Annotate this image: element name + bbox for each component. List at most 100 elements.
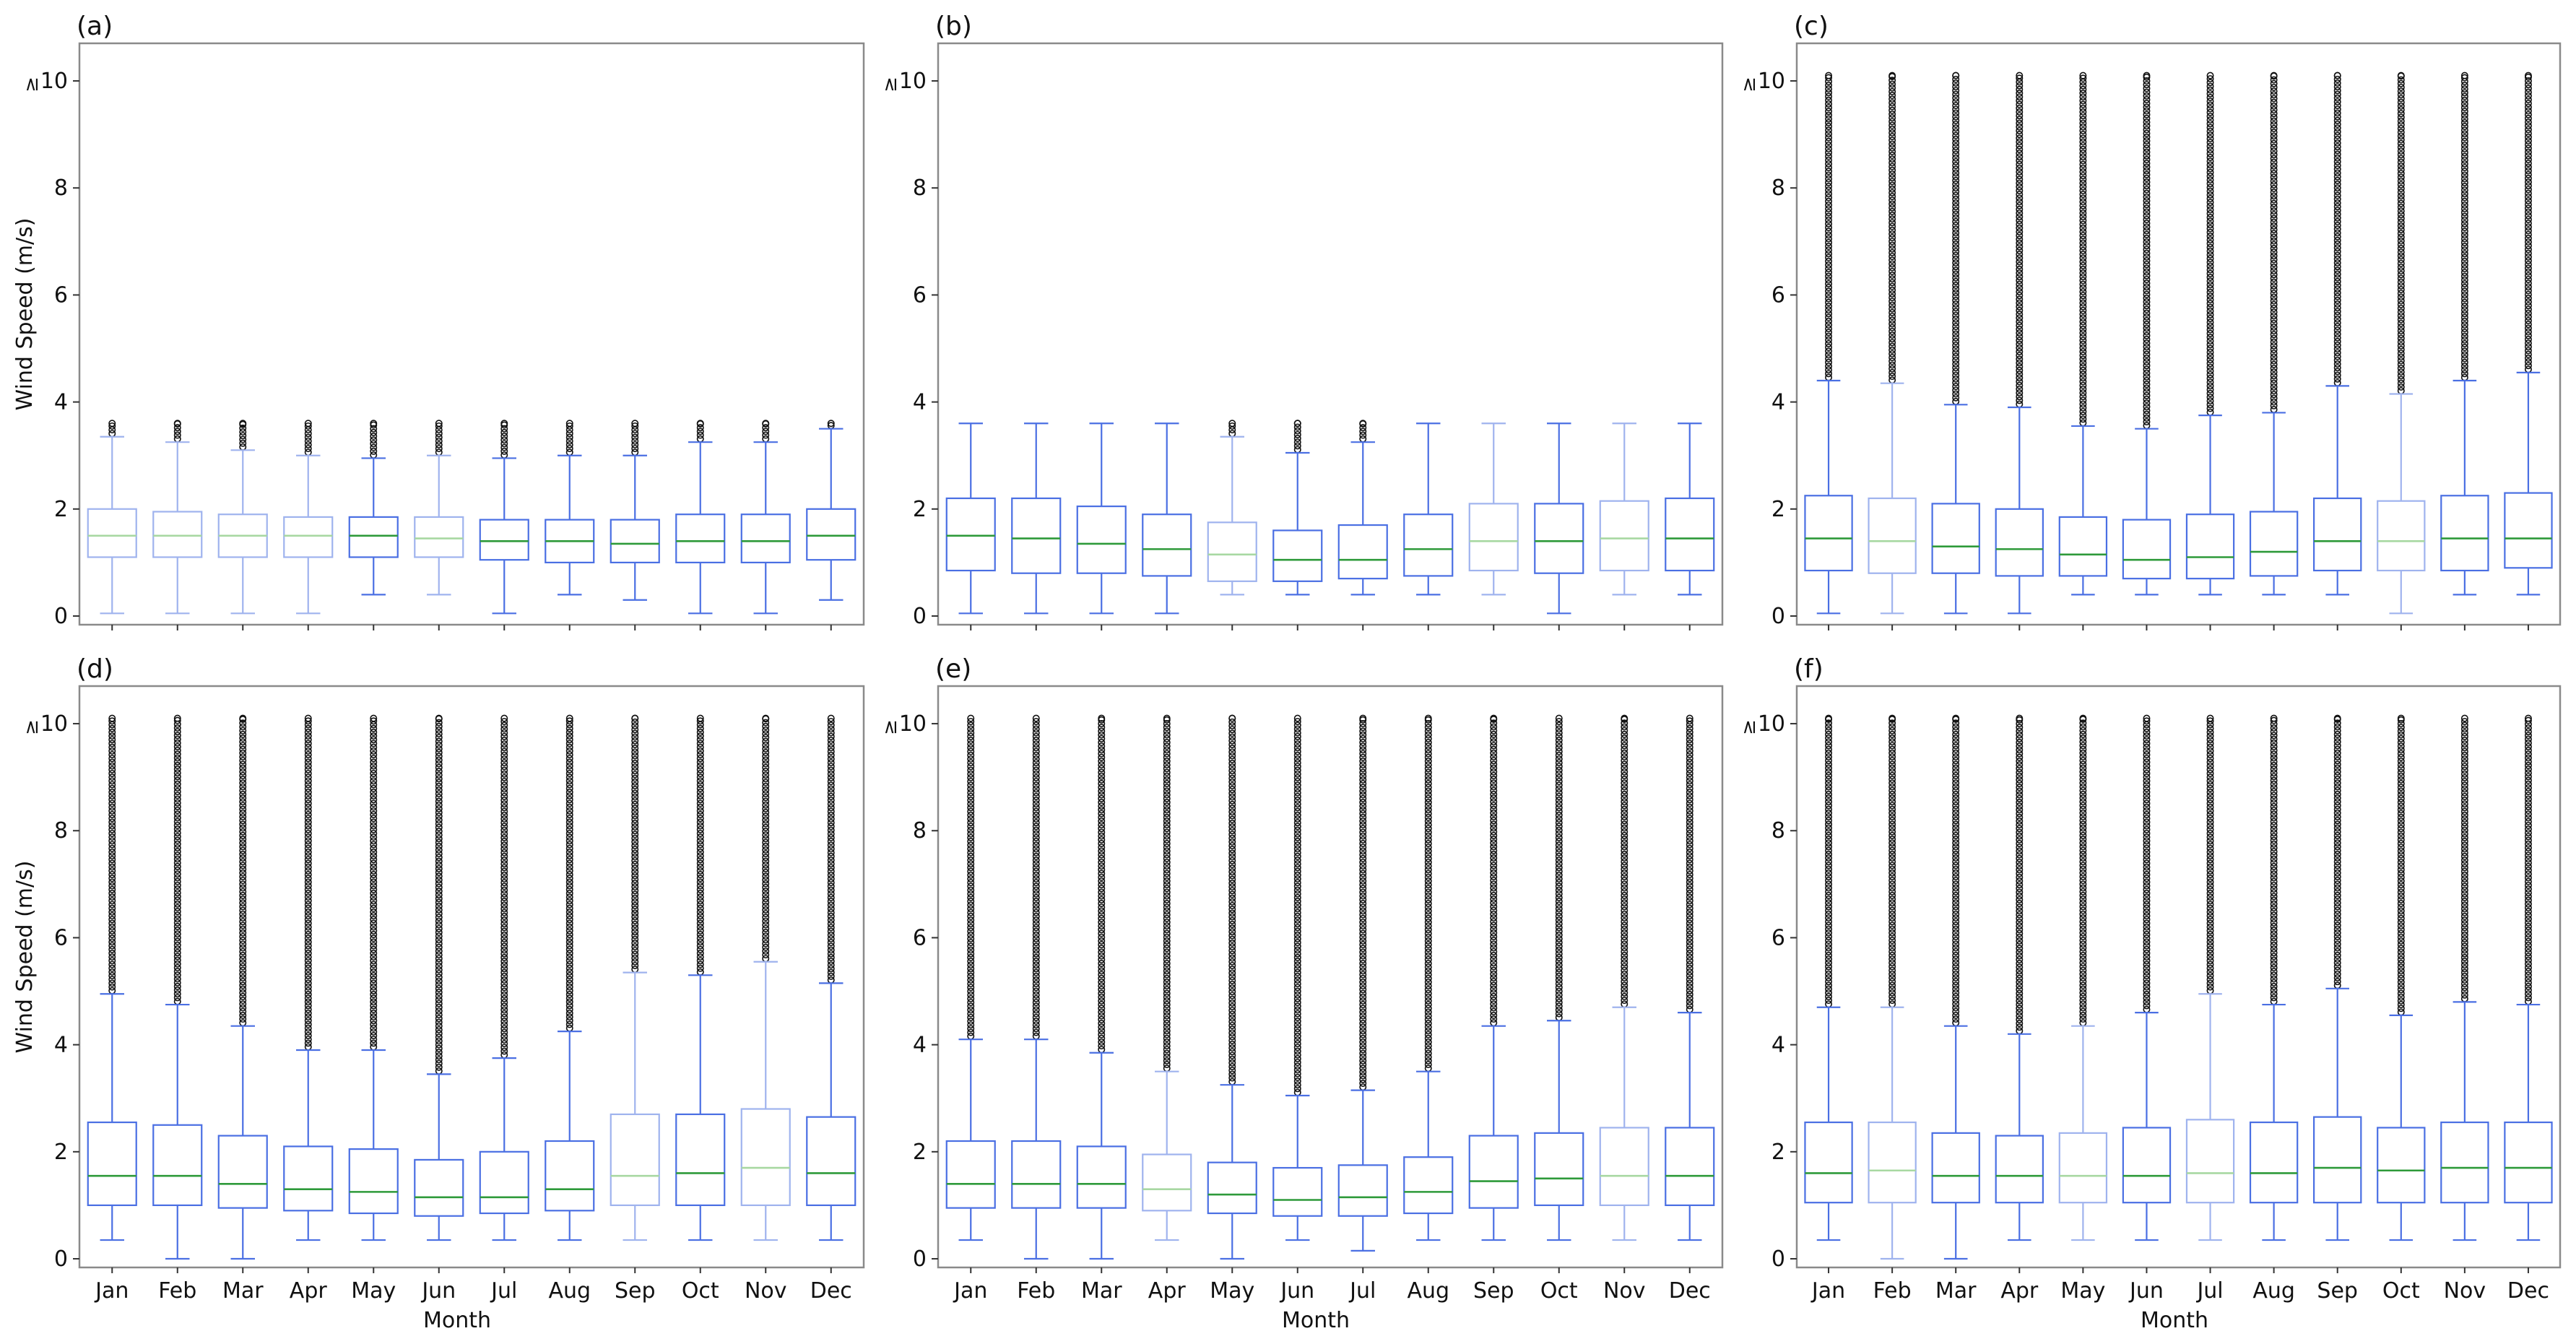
outlier-point bbox=[2143, 253, 2151, 261]
outlier-point bbox=[1952, 966, 1960, 974]
outlier-point bbox=[304, 912, 312, 920]
y-tick-prefix: ≥ bbox=[1738, 719, 1760, 735]
outlier-point bbox=[1825, 220, 1833, 227]
outlier-point bbox=[1032, 841, 1040, 849]
outlier-point bbox=[2206, 195, 2214, 203]
outlier-point bbox=[370, 968, 378, 976]
outlier-point bbox=[1424, 959, 1432, 967]
outlier-point bbox=[2397, 840, 2405, 848]
outlier-point bbox=[1621, 997, 1629, 1005]
outlier-point bbox=[2016, 366, 2024, 374]
outlier-point bbox=[565, 916, 573, 924]
outlier-point bbox=[967, 931, 975, 939]
outlier-point bbox=[827, 867, 835, 875]
outlier-point bbox=[2460, 924, 2468, 932]
outlier-point bbox=[1888, 768, 1896, 776]
box-mar bbox=[1076, 422, 1127, 615]
outlier-point bbox=[2016, 198, 2024, 206]
box-feb bbox=[1868, 71, 1917, 615]
outlier-point bbox=[762, 943, 770, 951]
outlier-point bbox=[2143, 88, 2151, 96]
outlier-point bbox=[1825, 805, 1833, 813]
outlier-point bbox=[1359, 933, 1367, 941]
outlier-point bbox=[565, 777, 573, 785]
outlier-point bbox=[1032, 744, 1040, 752]
outlier-point bbox=[2079, 404, 2087, 412]
outlier-point bbox=[2333, 798, 2341, 806]
outlier-point bbox=[2524, 829, 2532, 837]
box-oct bbox=[2377, 71, 2426, 615]
outlier-point bbox=[1359, 720, 1367, 728]
outlier-point bbox=[967, 987, 975, 995]
outlier-point bbox=[2397, 993, 2405, 1001]
outlier-point bbox=[2397, 724, 2405, 732]
outlier-point bbox=[2270, 129, 2278, 136]
outlier-point bbox=[1293, 909, 1301, 916]
outlier-point bbox=[2524, 110, 2532, 118]
outlier-point bbox=[1293, 935, 1301, 942]
outlier-point bbox=[1163, 993, 1171, 1001]
outlier-point bbox=[108, 848, 116, 856]
outlier-point bbox=[2079, 719, 2087, 727]
outlier-point bbox=[2143, 141, 2151, 149]
outlier-point bbox=[239, 1004, 247, 1012]
outlier-point bbox=[1888, 368, 1896, 376]
iqr-box bbox=[2313, 497, 2362, 572]
outlier-point bbox=[173, 836, 181, 844]
outlier-point bbox=[1424, 937, 1432, 945]
outlier-point bbox=[2143, 766, 2151, 773]
outlier-point bbox=[1228, 767, 1236, 775]
outlier-point bbox=[1293, 939, 1301, 947]
outlier-point bbox=[1825, 347, 1833, 355]
outlier-point bbox=[827, 789, 835, 797]
outlier-point bbox=[1686, 1002, 1694, 1010]
outlier-point bbox=[565, 1002, 573, 1010]
outlier-point bbox=[1825, 828, 1833, 836]
outlier-point bbox=[2206, 251, 2214, 259]
outlier-point bbox=[1555, 785, 1563, 793]
outlier-point bbox=[2333, 323, 2341, 331]
outlier-point bbox=[1293, 744, 1301, 752]
outlier-point bbox=[1952, 109, 1960, 117]
y-tick-label: 8 bbox=[54, 818, 68, 844]
outlier-point bbox=[500, 953, 508, 961]
outlier-point bbox=[1098, 854, 1106, 862]
outlier-point bbox=[500, 875, 508, 883]
outlier-point bbox=[435, 947, 443, 955]
outlier-point bbox=[1359, 955, 1367, 963]
outlier-point bbox=[631, 800, 639, 808]
outlier-point bbox=[967, 950, 975, 958]
outlier-point bbox=[696, 755, 704, 763]
outlier-point bbox=[2143, 227, 2151, 235]
outlier-point bbox=[762, 921, 770, 929]
outlier-point bbox=[2460, 893, 2468, 901]
outlier-point bbox=[1424, 1031, 1432, 1039]
outlier-point bbox=[1228, 748, 1236, 756]
outlier-point bbox=[2270, 319, 2278, 327]
outlier-point bbox=[1359, 907, 1367, 915]
outlier-point bbox=[304, 1036, 312, 1044]
outlier-point bbox=[2206, 341, 2214, 349]
outlier-point bbox=[2079, 768, 2087, 776]
outlier-point bbox=[565, 927, 573, 935]
outlier-point bbox=[1490, 910, 1498, 918]
outlier-point bbox=[696, 882, 704, 890]
outlier-point bbox=[1952, 896, 1960, 903]
outlier-point bbox=[2143, 309, 2151, 317]
outlier-point bbox=[239, 805, 247, 813]
outlier-point bbox=[1098, 959, 1106, 967]
outlier-point bbox=[1952, 742, 1960, 750]
outlier-point bbox=[762, 782, 770, 790]
outlier-point bbox=[1228, 954, 1236, 962]
outlier-point bbox=[1163, 963, 1171, 971]
outlier-point bbox=[1098, 971, 1106, 979]
outlier-point bbox=[1952, 308, 1960, 316]
outlier-point bbox=[2460, 737, 2468, 745]
outlier-point bbox=[565, 441, 573, 448]
outlier-point bbox=[2270, 342, 2278, 350]
outlier-point bbox=[1424, 986, 1432, 994]
outlier-point bbox=[2016, 74, 2024, 82]
outlier-point bbox=[1825, 329, 1833, 337]
outlier-point bbox=[173, 900, 181, 908]
outlier-point bbox=[239, 776, 247, 784]
